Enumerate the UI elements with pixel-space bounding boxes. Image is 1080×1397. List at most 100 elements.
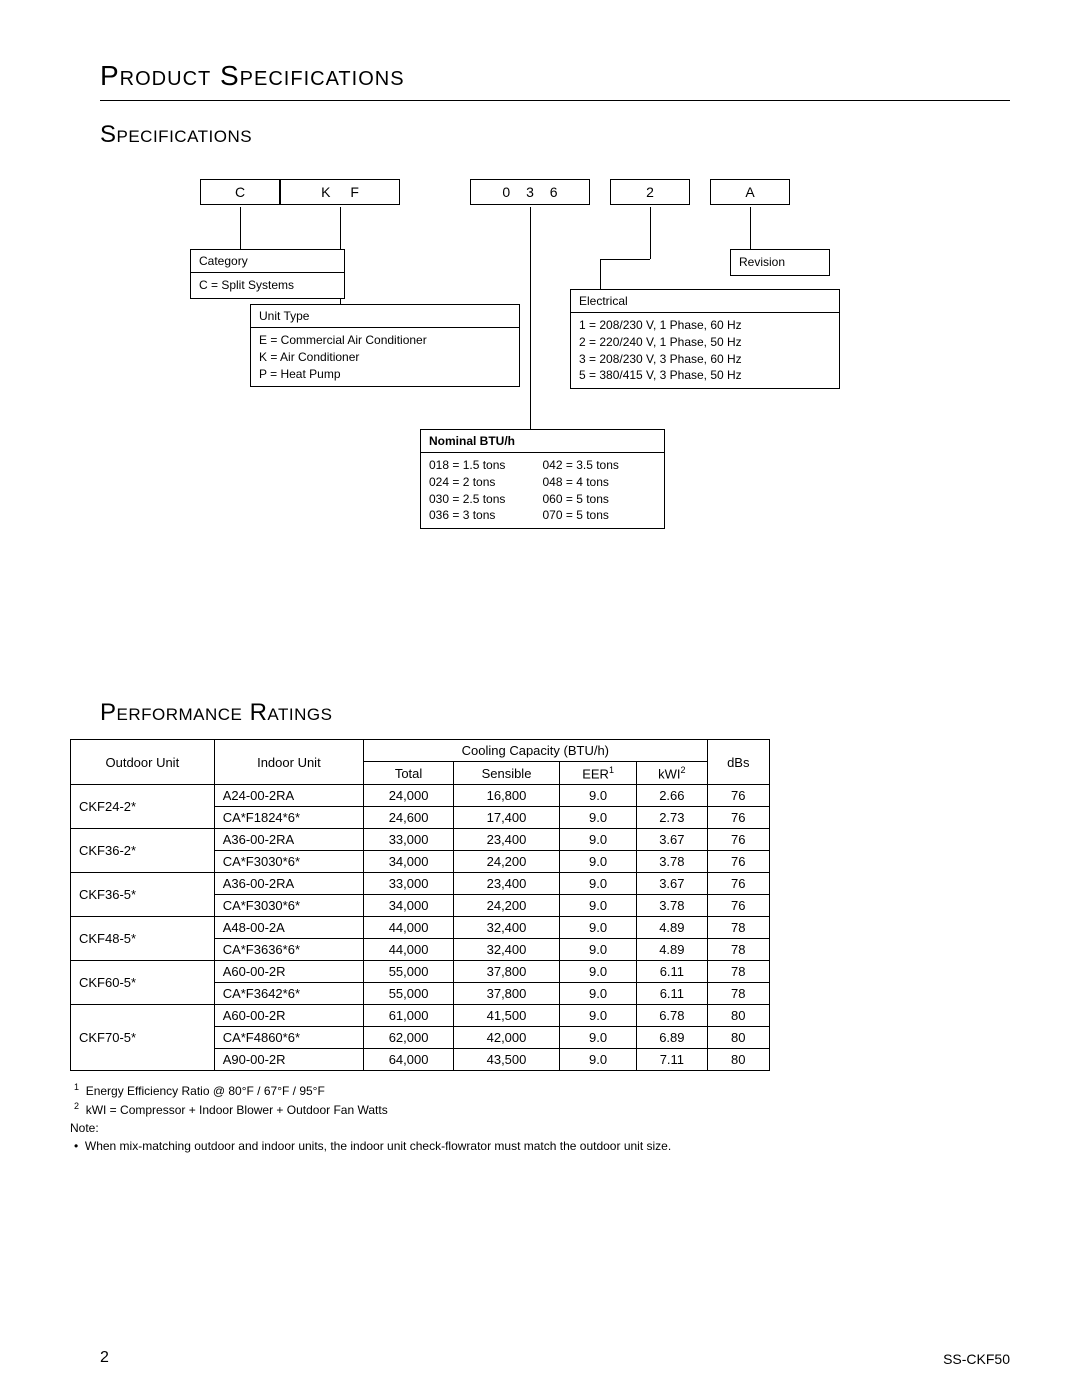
- cell-kwi: 6.11: [637, 983, 707, 1005]
- col-cooling: Cooling Capacity (BTU/h): [364, 740, 707, 762]
- legend-line: 024 = 2 tons: [429, 474, 543, 491]
- cell-indoor: CA*F3642*6*: [214, 983, 363, 1005]
- table-row: CKF70-5*A60-00-2R61,00041,5009.06.7880: [71, 1005, 770, 1027]
- cell-eer: 9.0: [559, 895, 636, 917]
- cell-outdoor: CKF24-2*: [71, 785, 215, 829]
- cell-dbs: 76: [707, 807, 769, 829]
- col-total: Total: [364, 762, 454, 785]
- cell-kwi: 3.67: [637, 829, 707, 851]
- cell-dbs: 76: [707, 851, 769, 873]
- cell-sensible: 16,800: [454, 785, 560, 807]
- model-code-diagram: C K F 0 3 6 2 A Category C = Split Syste…: [200, 179, 900, 579]
- cell-outdoor: CKF36-5*: [71, 873, 215, 917]
- table-row: CKF36-5*A36-00-2RA33,00023,4009.03.6776: [71, 873, 770, 895]
- cell-kwi: 2.73: [637, 807, 707, 829]
- cell-dbs: 76: [707, 895, 769, 917]
- connector-line: [240, 207, 241, 249]
- cell-eer: 9.0: [559, 873, 636, 895]
- cell-kwi: 4.89: [637, 917, 707, 939]
- legend-line: K = Air Conditioner: [259, 349, 511, 366]
- legend-line: 1 = 208/230 V, 1 Phase, 60 Hz: [579, 317, 831, 334]
- col-kwi: kWI2: [637, 762, 707, 785]
- table-row: CKF60-5*A60-00-2R55,00037,8009.06.1178: [71, 961, 770, 983]
- code-box-a: A: [710, 179, 790, 205]
- cell-indoor: A60-00-2R: [214, 961, 363, 983]
- legend-header: Nominal BTU/h: [421, 430, 664, 453]
- legend-line: 048 = 4 tons: [543, 474, 657, 491]
- cell-kwi: 4.89: [637, 939, 707, 961]
- cell-eer: 9.0: [559, 829, 636, 851]
- legend-line: 030 = 2.5 tons: [429, 491, 543, 508]
- legend-line: 036 = 3 tons: [429, 507, 543, 524]
- cell-kwi: 3.78: [637, 895, 707, 917]
- table-row: CKF24-2*A24-00-2RA24,00016,8009.02.6676: [71, 785, 770, 807]
- cell-eer: 9.0: [559, 1027, 636, 1049]
- cell-outdoor: CKF70-5*: [71, 1005, 215, 1071]
- cell-indoor: A24-00-2RA: [214, 785, 363, 807]
- legend-line: P = Heat Pump: [259, 366, 511, 383]
- cell-dbs: 80: [707, 1005, 769, 1027]
- cell-kwi: 2.66: [637, 785, 707, 807]
- cell-indoor: A36-00-2RA: [214, 873, 363, 895]
- cell-sensible: 42,000: [454, 1027, 560, 1049]
- cell-total: 34,000: [364, 851, 454, 873]
- connector-line: [600, 259, 601, 289]
- cell-indoor: CA*F4860*6*: [214, 1027, 363, 1049]
- cell-eer: 9.0: [559, 917, 636, 939]
- legend-revision: Revision: [730, 249, 830, 276]
- cell-sensible: 43,500: [454, 1049, 560, 1071]
- cell-indoor: A48-00-2A: [214, 917, 363, 939]
- legend-body: C = Split Systems: [191, 273, 344, 298]
- legend-category: Category C = Split Systems: [190, 249, 345, 299]
- cell-kwi: 7.11: [637, 1049, 707, 1071]
- cell-total: 24,600: [364, 807, 454, 829]
- cell-indoor: A90-00-2R: [214, 1049, 363, 1071]
- code-box-036: 0 3 6: [470, 179, 590, 205]
- col-sensible: Sensible: [454, 762, 560, 785]
- cell-total: 64,000: [364, 1049, 454, 1071]
- main-title: Product Specifications: [100, 60, 1010, 92]
- cell-sensible: 37,800: [454, 983, 560, 1005]
- legend-header: Electrical: [571, 290, 839, 313]
- cell-eer: 9.0: [559, 1005, 636, 1027]
- col-dbs: dBs: [707, 740, 769, 785]
- cell-eer: 9.0: [559, 983, 636, 1005]
- cell-dbs: 78: [707, 917, 769, 939]
- footnote-1: 1 Energy Efficiency Ratio @ 80°F / 67°F …: [70, 1081, 810, 1100]
- cell-total: 24,000: [364, 785, 454, 807]
- cell-eer: 9.0: [559, 939, 636, 961]
- table-row: CKF36-2*A36-00-2RA33,00023,4009.03.6776: [71, 829, 770, 851]
- legend-line: 2 = 220/240 V, 1 Phase, 50 Hz: [579, 334, 831, 351]
- legend-body: Revision: [731, 250, 829, 275]
- cell-eer: 9.0: [559, 785, 636, 807]
- cell-indoor: CA*F3030*6*: [214, 895, 363, 917]
- cell-total: 44,000: [364, 917, 454, 939]
- cell-eer: 9.0: [559, 1049, 636, 1071]
- code-box-2: 2: [610, 179, 690, 205]
- footnotes: 1 Energy Efficiency Ratio @ 80°F / 67°F …: [70, 1081, 810, 1155]
- cell-sensible: 23,400: [454, 873, 560, 895]
- cell-indoor: CA*F3030*6*: [214, 851, 363, 873]
- cell-kwi: 6.89: [637, 1027, 707, 1049]
- cell-indoor: A36-00-2RA: [214, 829, 363, 851]
- note-bullet: • When mix-matching outdoor and indoor u…: [70, 1137, 810, 1155]
- legend-line: 060 = 5 tons: [543, 491, 657, 508]
- cell-sensible: 17,400: [454, 807, 560, 829]
- title-rule: [100, 100, 1010, 101]
- legend-line: 3 = 208/230 V, 3 Phase, 60 Hz: [579, 351, 831, 368]
- cell-indoor: CA*F3636*6*: [214, 939, 363, 961]
- connector-line: [530, 207, 531, 429]
- cell-dbs: 76: [707, 785, 769, 807]
- cell-total: 61,000: [364, 1005, 454, 1027]
- legend-line: 042 = 3.5 tons: [543, 457, 657, 474]
- cell-kwi: 6.11: [637, 961, 707, 983]
- legend-unit-type: Unit Type E = Commercial Air Conditioner…: [250, 304, 520, 387]
- legend-header: Unit Type: [251, 305, 519, 328]
- spec-title: Specifications: [100, 121, 1010, 149]
- connector-line: [650, 207, 651, 259]
- cell-sensible: 32,400: [454, 917, 560, 939]
- cell-indoor: CA*F1824*6*: [214, 807, 363, 829]
- cell-total: 44,000: [364, 939, 454, 961]
- table-row: CKF48-5*A48-00-2A44,00032,4009.04.8978: [71, 917, 770, 939]
- col-eer: EER1: [559, 762, 636, 785]
